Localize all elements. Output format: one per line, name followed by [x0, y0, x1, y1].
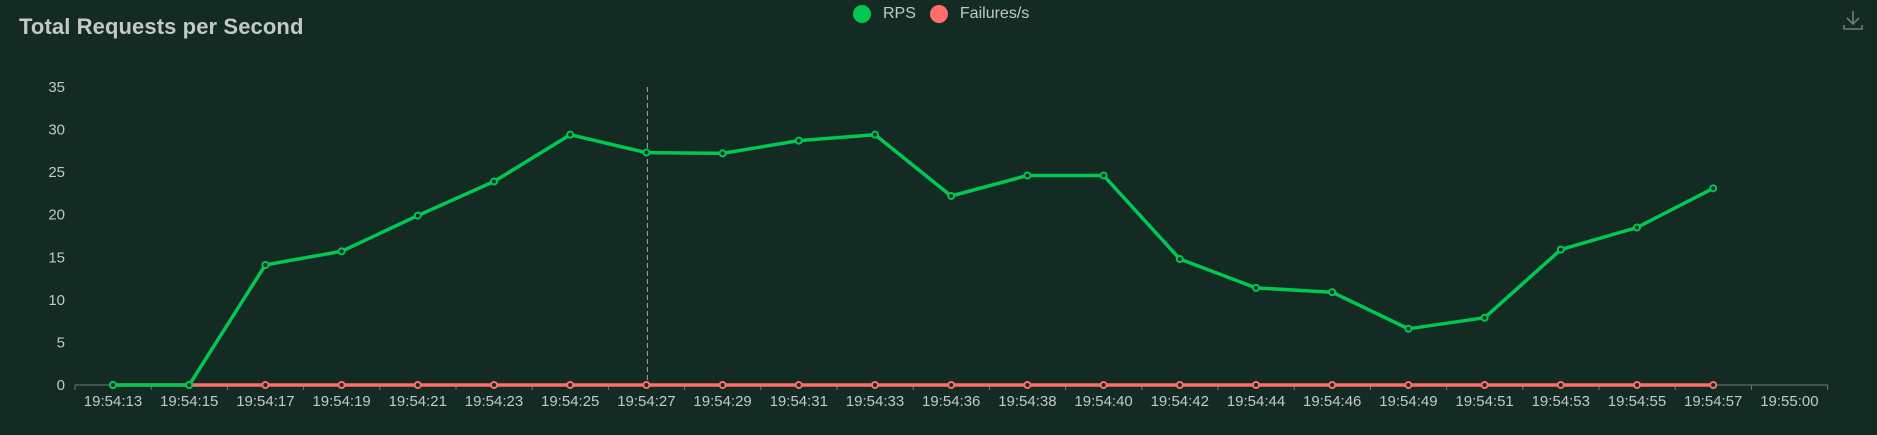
data-point-rps — [1709, 184, 1718, 193]
data-point-failures — [871, 381, 879, 389]
data-point-failures — [566, 381, 575, 389]
x-tick-label: 19:54:33 — [846, 393, 904, 410]
data-point-rps — [413, 211, 422, 220]
x-tick-label: 19:54:55 — [1608, 393, 1666, 410]
y-tick-label: 10 — [48, 292, 65, 309]
data-point-rps — [1480, 313, 1489, 322]
x-tick-label: 19:54:46 — [1303, 393, 1361, 410]
data-point-failures — [1556, 381, 1565, 389]
x-tick-label: 19:54:42 — [1151, 393, 1209, 410]
legend: RPS Failures/s — [853, 5, 1043, 23]
y-tick-label: 20 — [48, 207, 65, 224]
x-tick-label: 19:55:00 — [1760, 393, 1818, 410]
data-point-failures — [1633, 381, 1641, 389]
data-point-failures — [1709, 381, 1718, 389]
data-point-rps — [490, 177, 498, 186]
x-tick-label: 19:54:51 — [1455, 393, 1513, 410]
x-tick-label: 19:54:31 — [770, 393, 828, 410]
data-point-failures — [413, 381, 422, 389]
x-tick-label: 19:54:29 — [693, 393, 751, 410]
download-icon[interactable] — [1841, 8, 1865, 32]
data-point-failures — [1404, 381, 1413, 389]
data-point-failures — [490, 381, 498, 389]
legend-item-rps[interactable]: RPS — [853, 5, 916, 23]
y-tick-label: 25 — [48, 164, 65, 181]
data-point-rps — [1633, 223, 1641, 232]
series-line-rps — [111, 132, 1715, 387]
x-tick-label: 19:54:21 — [389, 393, 447, 410]
x-tick-label: 19:54:57 — [1684, 393, 1742, 410]
x-tick-label: 19:54:36 — [922, 393, 980, 410]
data-point-failures — [947, 381, 956, 389]
data-point-failures — [1328, 381, 1337, 389]
x-tick-label: 19:54:23 — [465, 393, 523, 410]
data-point-failures — [718, 381, 727, 389]
data-point-failures — [794, 381, 803, 389]
data-point-rps — [642, 148, 651, 157]
y-tick-label: 0 — [57, 377, 65, 394]
legend-item-failures[interactable]: Failures/s — [929, 5, 1030, 23]
x-tick-label: 19:54:13 — [84, 393, 142, 410]
x-tick-label: 19:54:40 — [1074, 393, 1132, 410]
x-tick-label: 19:54:38 — [998, 393, 1056, 410]
legend-swatch-failures — [929, 5, 948, 23]
data-point-rps — [337, 247, 346, 256]
x-tick-label: 19:54:19 — [312, 393, 370, 410]
y-tick-label: 30 — [48, 122, 65, 139]
y-tick-label: 15 — [48, 249, 65, 266]
data-point-failures — [642, 381, 651, 389]
data-point-rps — [1404, 324, 1413, 333]
data-point-failures — [1023, 381, 1032, 389]
data-point-failures — [1252, 381, 1260, 389]
x-tick-label: 19:54:27 — [617, 393, 675, 410]
data-point-rps — [1328, 288, 1337, 297]
data-point-rps — [185, 381, 194, 389]
data-point-rps — [947, 191, 956, 200]
legend-label-failures: Failures/s — [959, 5, 1030, 22]
x-tick-label: 19:54:25 — [541, 393, 599, 410]
data-point-rps — [1556, 245, 1565, 254]
legend-swatch-rps — [853, 5, 871, 23]
data-point-rps — [566, 130, 575, 139]
data-point-rps — [1252, 283, 1260, 292]
data-point-rps — [1099, 171, 1108, 180]
data-point-rps — [794, 136, 803, 145]
data-point-failures — [1175, 381, 1184, 389]
y-tick-label: 35 — [48, 79, 65, 96]
x-tick-label: 19:54:17 — [236, 393, 294, 410]
data-point-failures — [337, 381, 346, 389]
data-point-failures — [1099, 381, 1108, 389]
data-point-rps — [871, 130, 879, 139]
data-point-failures — [261, 381, 270, 389]
y-tick-label: 5 — [57, 334, 65, 351]
chart-title: Total Requests per Second — [19, 14, 304, 39]
x-tick-label: 19:54:49 — [1379, 393, 1437, 410]
x-tick-label: 19:54:44 — [1227, 393, 1285, 410]
data-point-rps — [1023, 171, 1032, 180]
data-point-failures — [1480, 381, 1489, 389]
x-tick-label: 19:54:15 — [160, 393, 218, 410]
data-point-rps — [718, 149, 727, 158]
x-tick-label: 19:54:53 — [1532, 393, 1590, 410]
legend-label-rps: RPS — [883, 5, 916, 22]
data-point-rps — [1175, 254, 1184, 263]
data-point-rps — [261, 260, 270, 269]
data-point-rps — [109, 381, 117, 389]
